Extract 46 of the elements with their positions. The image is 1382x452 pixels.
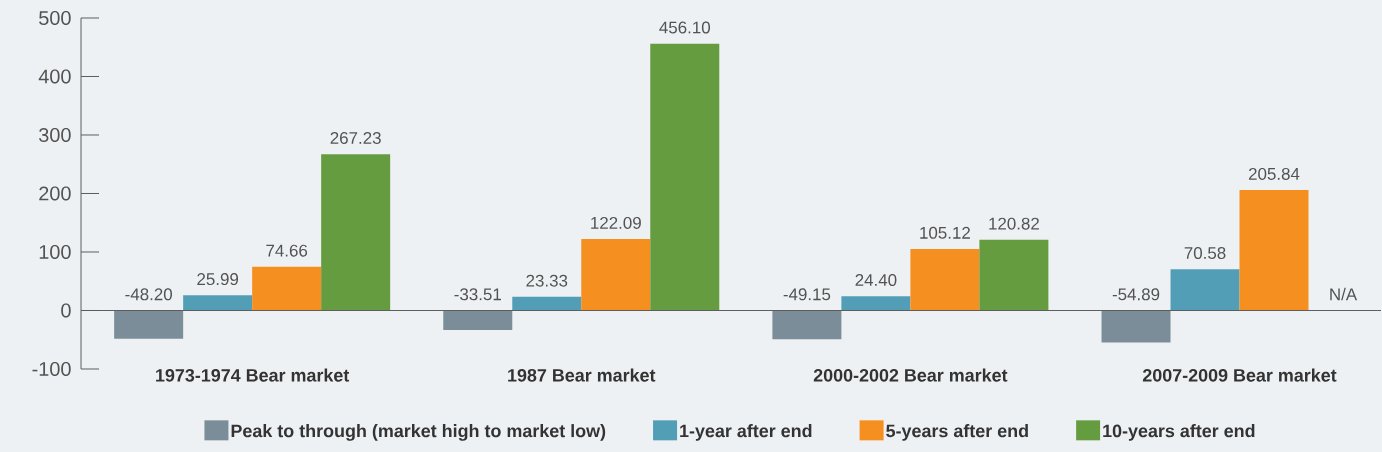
y-tick-label: 400 [38, 69, 71, 84]
bar [1101, 310, 1171, 343]
bar [650, 43, 720, 311]
data-label: 267.23 [330, 131, 381, 144]
y-tick-label: 200 [39, 186, 71, 201]
x-tick-label: 2007-2009 Bear market [1142, 368, 1337, 382]
bar [443, 310, 513, 331]
bar [321, 154, 391, 311]
y-tick-label: 300 [39, 127, 71, 143]
bar [581, 239, 651, 311]
x-tick-label: 2000-2002 Bear market [813, 368, 1008, 382]
data-label: -48.20 [125, 288, 173, 301]
bar [183, 295, 253, 311]
bar [979, 239, 1049, 311]
text: N/A [1330, 287, 1358, 301]
legend-label: 1-year after end [680, 424, 812, 441]
y-tick-label: -100 [32, 361, 71, 377]
y-tick-label: 0 [61, 303, 71, 318]
bar [114, 310, 184, 339]
bar [772, 310, 842, 340]
data-label: 23.33 [526, 274, 568, 287]
bar [910, 249, 980, 311]
data-label: 456.10 [659, 21, 711, 34]
data-label: 70.58 [1184, 247, 1226, 260]
data-label: 205.84 [1248, 167, 1300, 180]
y-tick-label: 100 [39, 244, 71, 260]
x-tick-label: 1987 Bear market [508, 368, 656, 382]
bar [252, 266, 322, 311]
legend-label: 10-years after end [1103, 424, 1255, 441]
data-label: 105.12 [920, 226, 970, 239]
data-label: -33.51 [454, 288, 501, 301]
data-label: -49.15 [783, 288, 831, 301]
data-label: 74.66 [266, 244, 308, 257]
data-label: 24.40 [855, 274, 897, 287]
legend-label: Peak to through (market high to market low) [231, 424, 606, 441]
bar [512, 296, 582, 311]
x-tick-label: 1973-1974 Bear market [156, 368, 350, 382]
y-tick-label: 500 [39, 10, 71, 26]
data-label: 25.99 [197, 273, 239, 286]
bar [1239, 190, 1309, 311]
legend-label: 5-years after end [886, 424, 1028, 441]
data-label: -54.89 [1112, 288, 1160, 301]
data-label: 120.82 [989, 217, 1039, 230]
bar [841, 296, 911, 311]
bar [1170, 269, 1240, 311]
data-label: 122.09 [591, 216, 641, 229]
